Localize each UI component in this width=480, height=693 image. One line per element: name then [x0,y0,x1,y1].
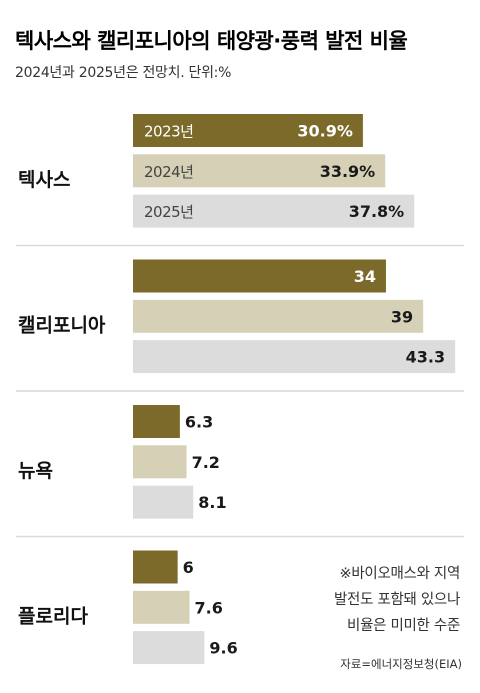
bar-year-label: 2023년 [144,123,193,141]
bar [133,550,178,584]
bar [133,340,456,374]
bar-year-label: 2024년 [144,163,193,181]
bar [133,299,424,333]
source-text: 자료=에너지정보청(EIA) [340,657,462,671]
note-line-2: 발전도 포함돼 있으나 [334,591,460,608]
bar-value-label: 7.6 [195,598,223,617]
bar-value-label: 39 [391,307,413,326]
state-label: 텍사스 [18,169,70,191]
bar [133,114,363,147]
bar-value-label: 8.1 [198,493,226,512]
bar [133,194,415,228]
note-line-3: 비율은 미미한 수준 [347,617,460,634]
bar-value-label: 37.8% [349,202,405,221]
bar [133,631,205,665]
state-label: 플로리다 [18,606,88,628]
bar-value-label: 43.3 [406,348,445,367]
bar-year-label: 2025년 [144,203,193,221]
bar-value-label: 33.9% [320,162,376,181]
bar-value-label: 30.9% [297,122,353,141]
bar-value-label: 6.3 [185,413,213,432]
bar-value-label: 7.2 [192,453,220,472]
bar [133,259,386,293]
bar-value-label: 6 [183,558,194,577]
bar-value-label: 9.6 [209,639,237,658]
state-label: 뉴욕 [18,460,53,482]
bar [133,405,180,438]
note-line-1: ※바이오매스와 지역 [340,565,460,582]
bar-value-label: 34 [354,267,376,286]
chart-subtitle: 2024년과 2025년은 전망치. 단위:% [15,65,231,81]
bar [133,445,187,479]
state-label: 캘리포니아 [18,315,106,337]
bar [133,154,386,188]
bar [133,590,190,624]
chart-title: 텍사스와 캘리포니아의 태양광·풍력 발전 비율 [15,29,407,53]
footnote: ※바이오매스와 지역 발전도 포함돼 있으나 비율은 미미한 수준 자료=에너지… [334,565,462,671]
bar [133,485,194,519]
